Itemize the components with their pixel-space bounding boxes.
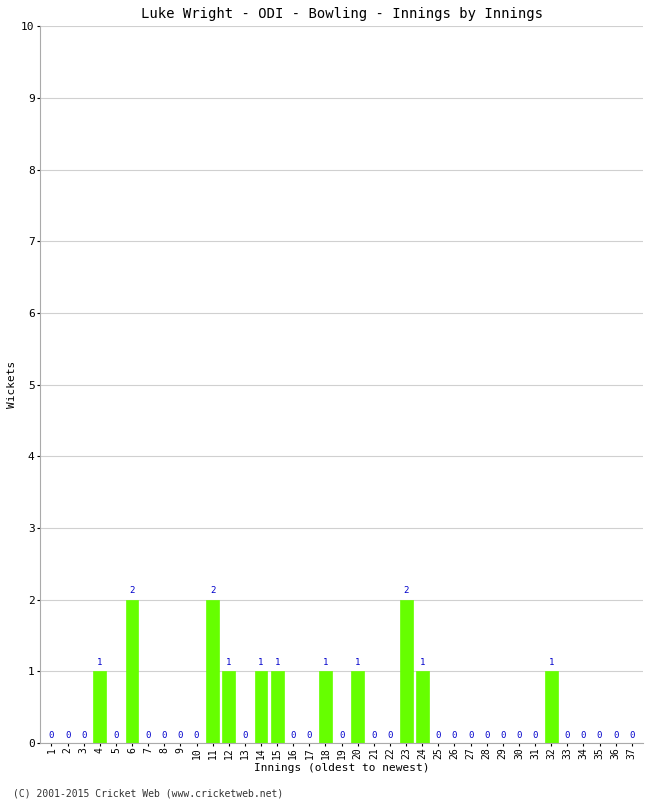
Text: 2: 2 — [210, 586, 215, 595]
Text: 0: 0 — [613, 731, 618, 740]
Text: 0: 0 — [81, 731, 86, 740]
Text: 1: 1 — [226, 658, 231, 667]
Text: 0: 0 — [565, 731, 570, 740]
Text: 0: 0 — [500, 731, 506, 740]
Bar — [416, 671, 428, 743]
Text: 0: 0 — [371, 731, 376, 740]
Text: 0: 0 — [177, 731, 183, 740]
Text: 0: 0 — [580, 731, 586, 740]
Bar — [206, 600, 219, 743]
Text: 0: 0 — [629, 731, 634, 740]
Text: 0: 0 — [291, 731, 296, 740]
Text: 1: 1 — [323, 658, 328, 667]
Bar — [400, 600, 413, 743]
Text: 1: 1 — [419, 658, 425, 667]
Text: 1: 1 — [97, 658, 103, 667]
Text: (C) 2001-2015 Cricket Web (www.cricketweb.net): (C) 2001-2015 Cricket Web (www.cricketwe… — [13, 788, 283, 798]
Y-axis label: Wickets: Wickets — [7, 361, 17, 408]
Bar — [351, 671, 364, 743]
Text: 0: 0 — [162, 731, 167, 740]
Text: 0: 0 — [484, 731, 489, 740]
Text: 0: 0 — [597, 731, 602, 740]
Text: 0: 0 — [194, 731, 199, 740]
Text: 0: 0 — [516, 731, 521, 740]
Text: 0: 0 — [387, 731, 393, 740]
Text: 0: 0 — [242, 731, 248, 740]
Text: 0: 0 — [113, 731, 118, 740]
Bar — [545, 671, 558, 743]
Bar — [319, 671, 332, 743]
Text: 1: 1 — [258, 658, 264, 667]
Bar — [125, 600, 138, 743]
Text: 0: 0 — [307, 731, 312, 740]
Text: 2: 2 — [404, 586, 409, 595]
Text: 0: 0 — [468, 731, 473, 740]
Text: 0: 0 — [146, 731, 151, 740]
Text: 2: 2 — [129, 586, 135, 595]
Text: 0: 0 — [339, 731, 345, 740]
Bar — [270, 671, 283, 743]
Text: 0: 0 — [49, 731, 54, 740]
Text: 0: 0 — [436, 731, 441, 740]
Title: Luke Wright - ODI - Bowling - Innings by Innings: Luke Wright - ODI - Bowling - Innings by… — [140, 7, 543, 21]
Bar — [94, 671, 106, 743]
Bar — [222, 671, 235, 743]
Text: 0: 0 — [532, 731, 538, 740]
Text: 0: 0 — [65, 731, 70, 740]
Text: 1: 1 — [355, 658, 360, 667]
Text: 1: 1 — [274, 658, 280, 667]
Text: 0: 0 — [452, 731, 457, 740]
Text: 1: 1 — [549, 658, 554, 667]
Bar — [255, 671, 267, 743]
X-axis label: Innings (oldest to newest): Innings (oldest to newest) — [254, 763, 430, 773]
